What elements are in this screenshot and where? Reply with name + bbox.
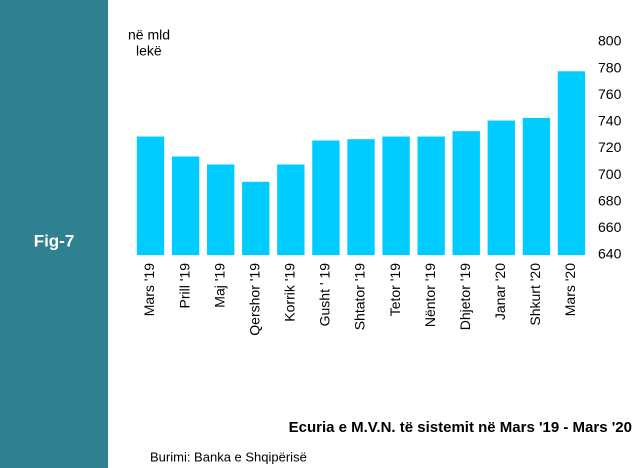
x-tick-label: Shtator '19 xyxy=(352,263,368,330)
x-tick-label: Qershor '19 xyxy=(246,263,262,336)
x-tick-label: Dhjetor '19 xyxy=(457,263,473,330)
y-axis-label: në mld xyxy=(128,27,170,43)
bar xyxy=(277,164,305,255)
y-axis-label: lekë xyxy=(136,43,162,59)
y-tick-label: 720 xyxy=(598,139,622,155)
bar xyxy=(171,156,200,255)
bar xyxy=(136,136,165,255)
bar xyxy=(557,71,586,255)
figure-label: Fig-7 xyxy=(34,231,75,250)
bar xyxy=(522,117,551,255)
y-tick-label: 740 xyxy=(598,113,622,129)
bar xyxy=(312,140,340,255)
bar xyxy=(382,136,410,255)
x-tick-label: Gusht ' 19 xyxy=(317,263,333,327)
bar xyxy=(242,181,270,255)
x-tick-label: Mars '19 xyxy=(141,263,157,316)
x-tick-label: Tetor '19 xyxy=(387,263,403,316)
bar xyxy=(452,131,480,255)
bar xyxy=(487,120,515,255)
y-tick-label: 800 xyxy=(598,33,622,49)
y-tick-label: 700 xyxy=(598,166,622,182)
x-tick-label: Korrik '19 xyxy=(282,263,298,322)
x-tick-label: Janar '20 xyxy=(492,263,508,320)
y-tick-label: 680 xyxy=(598,192,622,208)
source: Burimi: Banka e Shqipërisë xyxy=(150,449,307,464)
sidebar xyxy=(0,0,108,468)
y-tick-label: 660 xyxy=(598,219,622,235)
x-tick-label: Maj '19 xyxy=(211,263,227,308)
bar xyxy=(347,139,375,255)
bar xyxy=(417,136,445,255)
chart-title: Ecuria e M.V.N. të sistemit në Mars '19 … xyxy=(289,419,632,436)
bar xyxy=(207,164,235,255)
y-tick-label: 640 xyxy=(598,246,622,262)
x-tick-label: Mars '20 xyxy=(562,263,578,316)
x-tick-label: Nëntor '19 xyxy=(422,263,438,327)
x-tick-label: Prill '19 xyxy=(176,263,192,309)
y-tick-label: 760 xyxy=(598,86,622,102)
y-tick-label: 780 xyxy=(598,59,622,75)
x-tick-label: Shkurt '20 xyxy=(527,263,543,326)
